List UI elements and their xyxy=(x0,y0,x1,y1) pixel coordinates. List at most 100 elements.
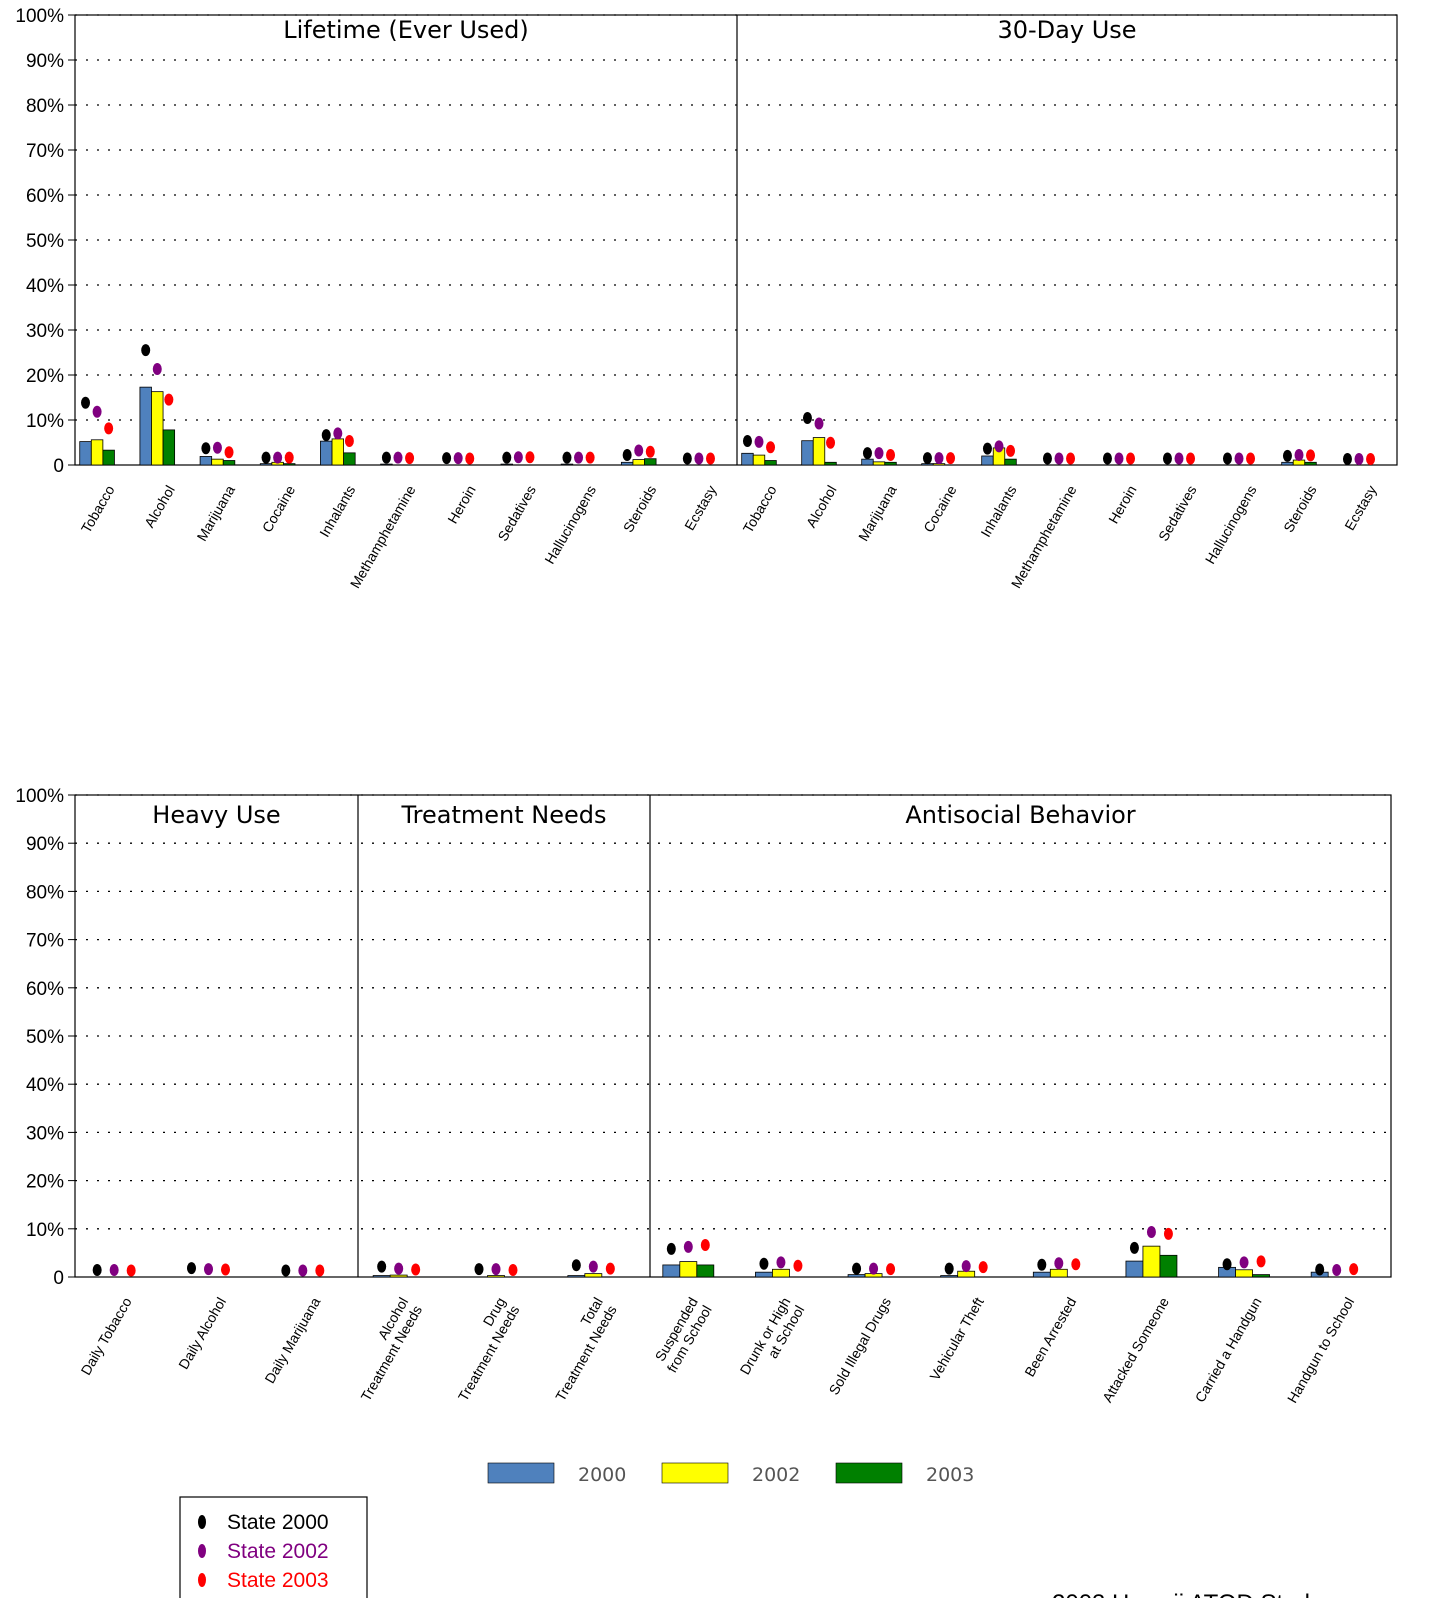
marker-state-2000 xyxy=(944,1262,954,1275)
state-legend-label-state-2000: State 2000 xyxy=(227,1511,329,1534)
marker-state-2000 xyxy=(1222,1258,1232,1271)
category-label: Been Arrested xyxy=(1021,1295,1079,1380)
panel-antisocial-behavior: Antisocial Behavior Suspendedfrom School D… xyxy=(652,801,1363,1406)
marker-state-2000 xyxy=(1222,452,1232,465)
state-legend-label-state-2002: State 2002 xyxy=(227,1540,329,1563)
marker-state-2003 xyxy=(886,448,896,461)
marker-state-2002 xyxy=(204,1263,213,1276)
category-label: TotalTreatment Needs xyxy=(538,1295,620,1404)
marker-state-2002 xyxy=(776,1256,786,1269)
state-legend: State 2000 State 2002 State 2003 xyxy=(179,1496,368,1598)
chart-bottom: 0 10% 20% 30% 40% 50% 60% 70% 80% 90% 100% Heavy Us… xyxy=(15,786,1392,1406)
marker-state-2000 xyxy=(1282,449,1292,462)
legend-swatch-2002 xyxy=(661,1462,729,1484)
y-tick-label: 50% xyxy=(26,1027,64,1048)
marker-state-2002 xyxy=(814,417,824,430)
marker-state-2002 xyxy=(874,447,884,460)
marker-state-2002 xyxy=(1054,452,1064,465)
marker-state-2002 xyxy=(1234,452,1244,465)
marker-state-2003 xyxy=(978,1261,988,1274)
marker-state-2000 xyxy=(742,435,752,447)
marker-state-2002 xyxy=(1332,1264,1342,1277)
marker-state-2003 xyxy=(126,1264,136,1277)
marker-state-2000 xyxy=(1162,452,1172,465)
bar-2000 xyxy=(259,463,273,466)
category-label: Drunk or Highat School xyxy=(736,1295,807,1386)
bar-2003 xyxy=(824,461,837,466)
category-label: Methamphetamine xyxy=(347,482,419,591)
marker-state-2002 xyxy=(634,444,644,457)
panel-heavy-use: Heavy Use Daily Tobacco Daily Alcohol Daily… xyxy=(77,801,329,1386)
y-tick-label: 90% xyxy=(26,51,64,72)
marker-state-2003 xyxy=(1246,452,1256,465)
panel-title: Antisocial Behavior xyxy=(905,801,1135,829)
marker-state-2002 xyxy=(212,441,222,454)
bar-2000 xyxy=(981,455,994,466)
category-label: Steroids xyxy=(1280,483,1320,535)
category-label: Ecstasy xyxy=(1341,483,1379,533)
category-label: Daily Marijuana xyxy=(261,1294,323,1386)
panel-lifetime-ever-used: Lifetime (Ever Used) Tobacco Alcohol Mariju… xyxy=(78,16,720,591)
marker-state-2002 xyxy=(869,1262,879,1275)
marker-state-2003 xyxy=(946,452,956,465)
category-label: Tobacco xyxy=(740,482,780,535)
legend-label-2003: 2003 xyxy=(926,1464,974,1486)
marker-state-2000 xyxy=(982,442,992,455)
marker-state-2000 xyxy=(759,1257,769,1270)
marker-state-2000 xyxy=(1342,453,1352,465)
bar-2000 xyxy=(567,1275,586,1278)
bar-2002 xyxy=(389,1274,408,1278)
marker-state-2002 xyxy=(754,435,764,448)
y-tick-label: 40% xyxy=(26,1075,64,1096)
marker-state-2000 xyxy=(1129,1241,1139,1254)
marker-state-2003 xyxy=(700,1238,710,1251)
bar-2000 xyxy=(560,463,574,466)
state-legend-marker xyxy=(198,1544,206,1558)
marker-state-2000 xyxy=(381,451,391,464)
bar-2003 xyxy=(696,1264,715,1278)
marker-state-2000 xyxy=(1037,1258,1047,1271)
category-label: Hallucinogens xyxy=(541,483,599,567)
y-tick-label: 100% xyxy=(15,6,64,27)
category-label: Tobacco xyxy=(78,482,118,535)
bar-2000 xyxy=(861,458,874,466)
bar-2000 xyxy=(620,461,634,466)
bar-2002 xyxy=(872,461,886,466)
plot-frame xyxy=(74,794,1392,1278)
y-tick-label: 10% xyxy=(26,411,64,432)
marker-state-2003 xyxy=(766,441,776,454)
marker-state-2003 xyxy=(1366,453,1376,465)
category-label: Carried a Handgun xyxy=(1192,1295,1265,1405)
marker-state-2003 xyxy=(1006,444,1016,457)
bar-2000 xyxy=(755,1271,773,1278)
bar-2000 xyxy=(79,441,92,466)
marker-state-2003 xyxy=(344,435,354,447)
marker-state-2003 xyxy=(525,451,535,464)
category-label: AlcoholTreatment Needs xyxy=(344,1295,426,1404)
y-tick-label: 70% xyxy=(26,141,64,162)
y-tick-label: 0 xyxy=(53,1268,64,1289)
marker-state-2000 xyxy=(187,1262,196,1275)
marker-state-2002 xyxy=(1054,1257,1064,1270)
bar-2002 xyxy=(1235,1269,1253,1278)
marker-state-2003 xyxy=(1126,452,1136,465)
y-tick-label: 0 xyxy=(53,456,64,477)
marker-state-2003 xyxy=(315,1264,325,1277)
marker-state-2000 xyxy=(261,451,271,464)
category-label: Alcohol xyxy=(803,483,840,531)
bar-2000 xyxy=(199,456,213,466)
marker-state-2003 xyxy=(411,1263,421,1276)
marker-state-2002 xyxy=(491,1263,501,1276)
marker-state-2000 xyxy=(1315,1263,1325,1276)
bar-2003 xyxy=(222,460,236,466)
marker-state-2003 xyxy=(284,451,294,464)
marker-state-2000 xyxy=(1042,452,1052,465)
marker-state-2002 xyxy=(109,1264,119,1277)
category-label: Daily Alcohol xyxy=(175,1295,229,1372)
category-label: Attacked Someone xyxy=(1099,1294,1172,1405)
marker-state-2002 xyxy=(1354,453,1364,465)
bar-2003 xyxy=(1304,461,1317,466)
marker-state-2002 xyxy=(1146,1225,1156,1238)
marker-state-2003 xyxy=(793,1259,803,1272)
